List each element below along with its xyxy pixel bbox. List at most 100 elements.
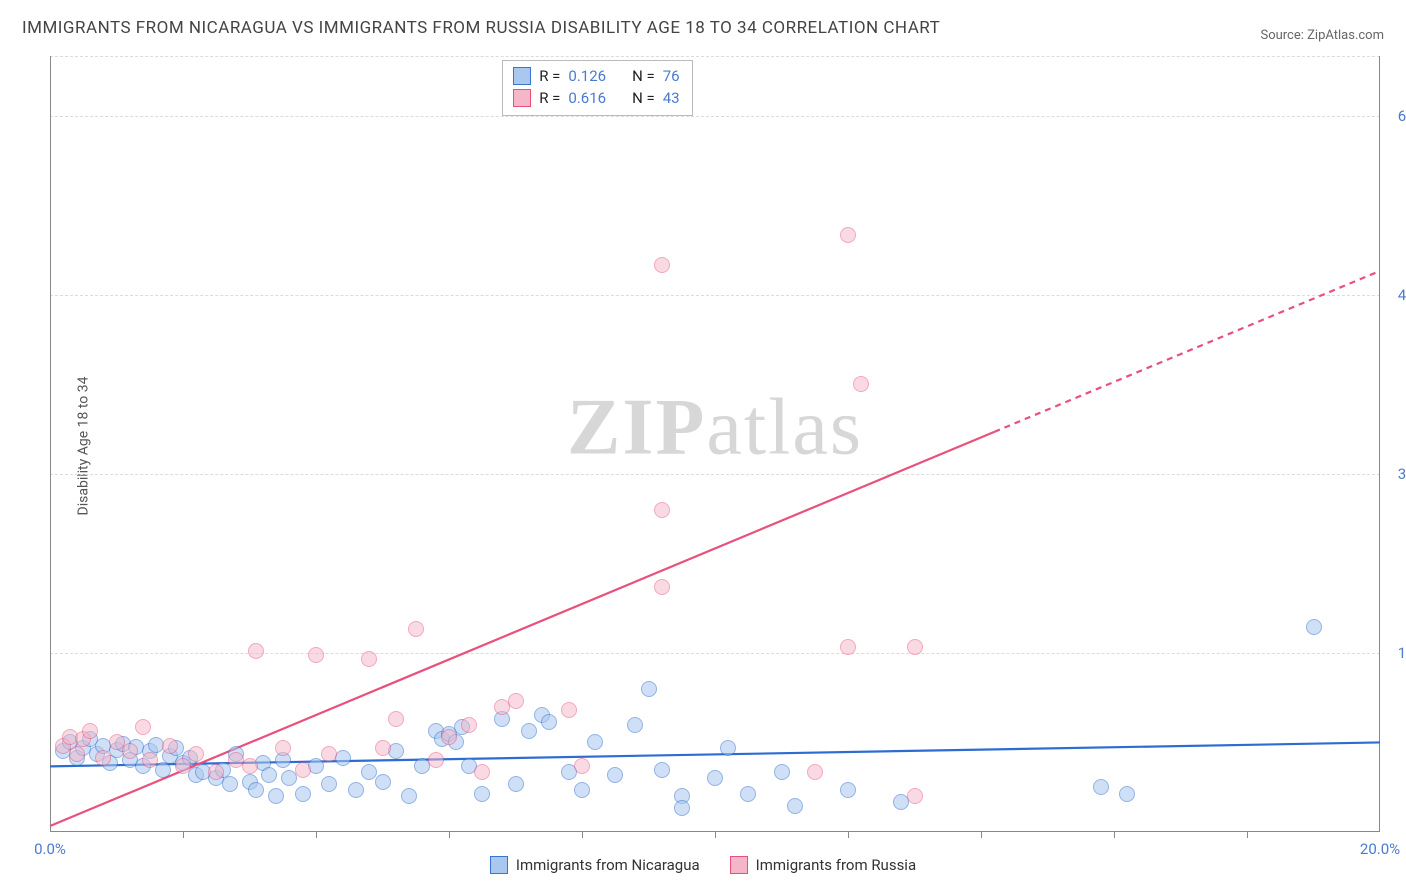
data-point-nicaragua [348,782,364,798]
data-point-nicaragua [222,776,238,792]
data-point-russia [461,717,477,733]
data-point-nicaragua [641,681,657,697]
y-tick-label: 30.0% [1398,465,1406,483]
data-point-russia [308,647,324,663]
x-tick-mark [1114,832,1115,838]
r-value: 0.616 [568,87,606,109]
x-tick-mark [316,832,317,838]
data-point-nicaragua [401,788,417,804]
x-tick-mark [183,832,184,838]
data-point-nicaragua [587,734,603,750]
x-tick-mark [449,832,450,838]
data-point-nicaragua [155,762,171,778]
x-tick-mark [715,832,716,838]
data-point-nicaragua [574,782,590,798]
data-point-nicaragua [627,717,643,733]
legend-bottom: Immigrants from Nicaragua Immigrants from… [0,856,1406,874]
trend-lines [50,56,1380,832]
data-point-nicaragua [707,770,723,786]
data-point-nicaragua [1093,779,1109,795]
x-tick-mark [981,832,982,838]
data-point-russia [275,740,291,756]
data-point-russia [295,762,311,778]
legend-swatch [513,67,531,85]
legend-swatch [730,856,748,874]
correlation-legend: R = 0.126 N = 76 R = 0.616 N = 43 [502,60,692,116]
data-point-nicaragua [740,786,756,802]
data-point-nicaragua [248,782,264,798]
r-label: R = [539,65,560,87]
data-point-russia [508,693,524,709]
legend-label: Immigrants from Nicaragua [516,856,700,874]
x-tick-mark [582,832,583,838]
data-point-russia [441,729,457,745]
data-point-nicaragua [261,767,277,783]
legend-row-russia: R = 0.616 N = 43 [513,87,679,109]
n-label: N = [632,87,655,109]
data-point-russia [388,711,404,727]
data-point-nicaragua [1306,619,1322,635]
data-point-nicaragua [674,800,690,816]
data-point-nicaragua [321,776,337,792]
y-tick-label: 15.0% [1398,644,1406,662]
legend-swatch [513,89,531,107]
data-point-nicaragua [774,764,790,780]
data-point-russia [474,764,490,780]
data-point-nicaragua [375,774,391,790]
data-point-nicaragua [521,723,537,739]
data-point-russia [853,376,869,392]
data-point-russia [840,639,856,655]
source-prefix: Source: [1260,28,1307,43]
n-value: 76 [663,65,680,87]
data-point-russia [248,643,264,659]
r-value: 0.126 [568,65,606,87]
data-point-russia [907,788,923,804]
data-point-russia [654,257,670,273]
r-label: R = [539,87,560,109]
x-tick-mark [848,832,849,838]
data-point-nicaragua [295,786,311,802]
legend-item-nicaragua: Immigrants from Nicaragua [490,856,700,874]
source-credit: Source: ZipAtlas.com [1260,28,1384,43]
data-point-nicaragua [654,762,670,778]
data-point-russia [561,702,577,718]
data-point-russia [82,723,98,739]
data-point-russia [122,743,138,759]
data-point-nicaragua [541,714,557,730]
data-point-russia [69,746,85,762]
data-point-russia [654,579,670,595]
data-point-russia [375,740,391,756]
data-point-russia [242,758,258,774]
n-value: 43 [663,87,680,109]
legend-label: Immigrants from Russia [756,856,916,874]
data-point-nicaragua [840,782,856,798]
data-point-nicaragua [1119,786,1135,802]
data-point-russia [142,752,158,768]
data-point-russia [188,746,204,762]
data-point-russia [408,621,424,637]
x-tick-mark [1247,832,1248,838]
source-link[interactable]: ZipAtlas.com [1307,28,1384,43]
data-point-russia [321,746,337,762]
data-point-nicaragua [720,740,736,756]
data-point-russia [907,639,923,655]
n-label: N = [632,65,655,87]
data-point-nicaragua [508,776,524,792]
data-point-russia [428,752,444,768]
data-point-russia [175,758,191,774]
data-point-russia [574,758,590,774]
legend-item-russia: Immigrants from Russia [730,856,916,874]
data-point-russia [162,738,178,754]
y-tick-label: 60.0% [1398,107,1406,125]
data-point-russia [654,502,670,518]
data-point-russia [807,764,823,780]
data-point-russia [135,719,151,735]
data-point-russia [95,750,111,766]
data-point-nicaragua [388,743,404,759]
data-point-nicaragua [607,767,623,783]
data-point-russia [208,764,224,780]
legend-row-nicaragua: R = 0.126 N = 76 [513,65,679,87]
y-tick-label: 45.0% [1398,286,1406,304]
chart-title: IMMIGRANTS FROM NICARAGUA VS IMMIGRANTS … [22,18,940,38]
data-point-nicaragua [474,786,490,802]
